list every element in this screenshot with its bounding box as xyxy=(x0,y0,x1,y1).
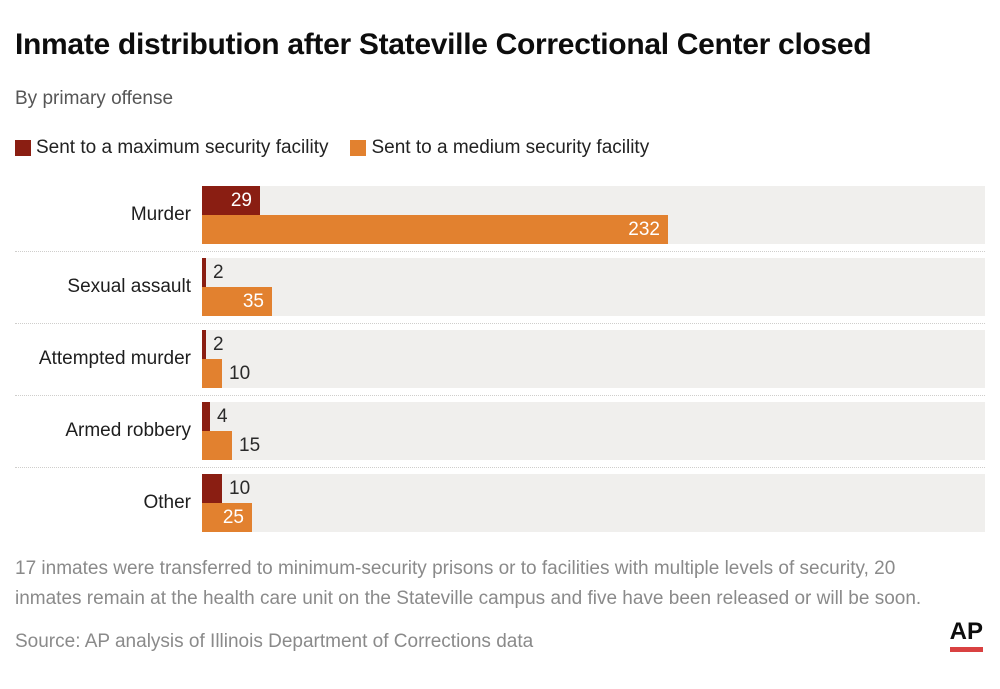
value-label: 2 xyxy=(213,334,224,355)
bar-track: 2 10 xyxy=(202,330,985,388)
value-label: 29 xyxy=(230,190,252,211)
source-credit: Source: AP analysis of Illinois Departme… xyxy=(15,631,534,652)
category-label: Armed robbery xyxy=(65,420,191,441)
legend-label-max-security: Sent to a maximum security facility xyxy=(36,137,329,158)
chart-row: Attempted murder 2 10 xyxy=(15,330,985,388)
bar-medium-security xyxy=(202,287,272,316)
row-separator xyxy=(15,395,985,396)
value-label: 4 xyxy=(217,406,228,427)
bar-max-security xyxy=(202,402,210,431)
chart-footnote: 17 inmates were transferred to minimum-s… xyxy=(15,558,922,609)
bar-max-security xyxy=(202,258,206,287)
row-separator xyxy=(15,251,985,252)
legend-swatch-medium-security-icon xyxy=(350,140,367,156)
bar-track: 10 25 xyxy=(202,474,985,532)
row-separator xyxy=(15,467,985,468)
ap-logo: AP xyxy=(949,618,983,652)
bar-track: 29 232 xyxy=(202,186,985,244)
bar-max-security xyxy=(202,474,222,503)
category-label: Other xyxy=(143,492,191,513)
chart-row: Murder 29 232 xyxy=(15,186,985,244)
category-label: Attempted murder xyxy=(38,348,191,369)
ap-logo-underline xyxy=(949,647,983,652)
legend-item-max-security: Sent to a maximum security facility xyxy=(15,137,328,159)
chart-subtitle: By primary offense xyxy=(15,88,174,109)
legend-item-medium-security: Sent to a medium security facility xyxy=(350,137,649,159)
chart-row: Sexual assault 2 35 xyxy=(15,258,985,316)
value-label: 35 xyxy=(242,291,264,312)
chart-title: Inmate distribution after Stateville Cor… xyxy=(15,28,872,61)
category-label: Sexual assault xyxy=(67,276,191,297)
bar-medium-security xyxy=(202,431,232,460)
chart-row: Other 10 25 xyxy=(15,474,985,532)
bar-track: 4 15 xyxy=(202,402,985,460)
chart-legend: Sent to a maximum security facility Sent… xyxy=(15,137,985,159)
value-label: 15 xyxy=(239,435,261,456)
value-label: 25 xyxy=(222,507,244,528)
bar-track: 2 35 xyxy=(202,258,985,316)
value-label: 2 xyxy=(213,262,224,283)
bar-medium-security xyxy=(202,503,252,532)
bar-max-security xyxy=(202,186,260,215)
value-label: 10 xyxy=(229,478,251,499)
ap-logo-text: AP xyxy=(949,618,983,645)
bar-medium-security xyxy=(202,359,222,388)
bar-medium-security xyxy=(202,215,668,244)
value-label: 10 xyxy=(229,363,251,384)
bar-chart: Murder 29 232 Sexual assault 2 35 Attempted mu… xyxy=(15,186,985,532)
bottom-row: Source: AP analysis of Illinois Departme… xyxy=(15,619,985,653)
category-label: Murder xyxy=(130,204,191,225)
legend-swatch-max-security-icon xyxy=(15,140,31,156)
legend-label-medium-security: Sent to a medium security facility xyxy=(371,137,650,158)
row-separator xyxy=(15,323,985,324)
chart-row: Armed robbery 4 15 xyxy=(15,402,985,460)
value-label: 232 xyxy=(628,219,660,240)
bar-max-security xyxy=(202,330,206,359)
